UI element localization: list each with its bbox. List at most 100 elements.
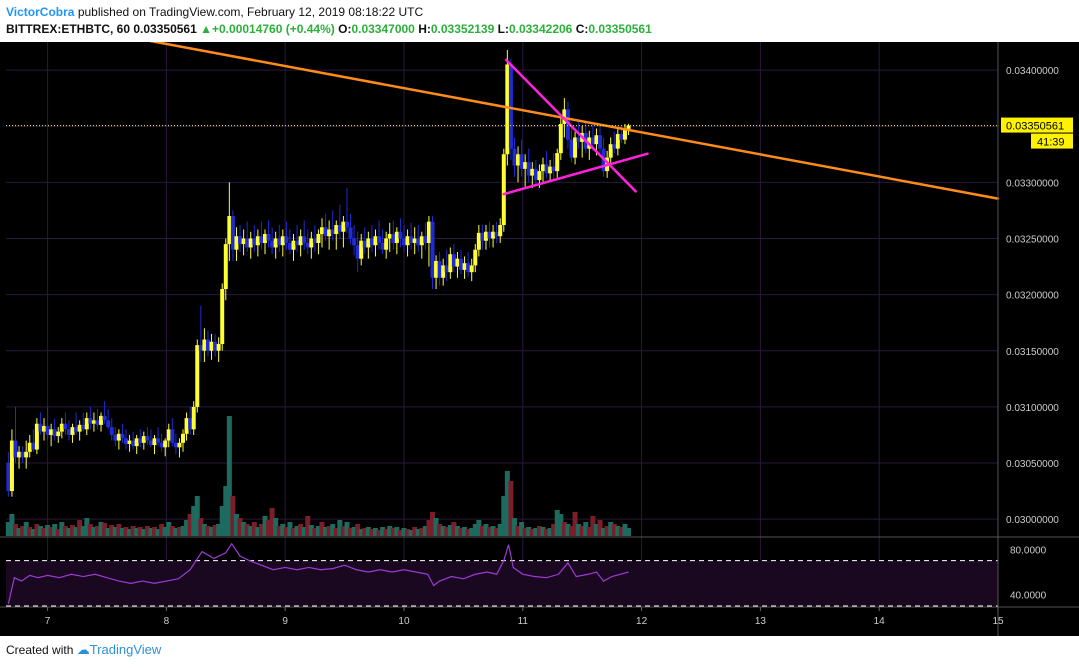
volume-bar	[529, 529, 535, 536]
countdown-value: 41:39	[1037, 137, 1065, 149]
published-text: published on TradingView.com, February 1…	[77, 5, 424, 19]
candle-body	[466, 263, 471, 273]
close-value: 0.03350561	[588, 22, 652, 36]
candle-body	[412, 238, 417, 243]
y-tick-label: 0.03250000	[1006, 234, 1059, 245]
candle-body	[152, 438, 157, 446]
candle-body	[337, 225, 342, 232]
candle-body	[437, 260, 442, 278]
volume-bar	[230, 496, 236, 536]
volume-bar	[248, 526, 254, 536]
candle-body	[63, 423, 68, 430]
volume-bar	[340, 526, 346, 536]
candle-body	[127, 440, 132, 444]
candle-body	[205, 339, 210, 351]
volume-bar	[479, 526, 485, 536]
volume-bar	[70, 525, 76, 536]
volume-bar	[426, 520, 432, 536]
volume-bar	[380, 527, 386, 536]
volume-bar	[444, 527, 450, 536]
volume-bar	[604, 526, 610, 536]
candle-body	[334, 225, 339, 234]
candle-body	[562, 109, 567, 124]
candle-body	[99, 415, 104, 425]
candle-body	[273, 238, 278, 248]
candle-body	[59, 423, 64, 432]
volume-bar	[152, 527, 158, 536]
volume-bar	[273, 518, 279, 536]
volume-bar	[308, 525, 314, 536]
rsi-tick-label: 80.0000	[1010, 545, 1047, 556]
volume-bar	[226, 416, 232, 536]
symbol-label: BITTREX:ETHBTC, 60	[6, 22, 131, 36]
price-change: +0.00014760 (+0.44%)	[212, 22, 335, 36]
candle-body	[394, 231, 399, 243]
y-tick-label: 0.03100000	[1006, 403, 1059, 414]
volume-bar	[576, 524, 582, 536]
candle-body	[116, 433, 121, 441]
candle-body	[455, 258, 460, 267]
volume-bar	[77, 520, 83, 536]
volume-bar	[37, 526, 43, 536]
candle-body	[498, 225, 503, 237]
volume-bar	[558, 514, 564, 536]
volume-bar	[387, 526, 393, 536]
candle-body	[123, 438, 128, 444]
volume-bar	[430, 512, 436, 536]
candle-body	[213, 341, 218, 351]
candle-body	[369, 238, 374, 246]
volume-bar	[137, 527, 143, 536]
x-tick-label: 15	[992, 616, 1004, 627]
candle-body	[277, 238, 282, 246]
volume-bar	[130, 526, 136, 536]
volume-bar	[91, 527, 97, 536]
volume-bar	[344, 522, 350, 536]
candle-body	[173, 442, 178, 448]
volume-bar	[52, 524, 58, 536]
candle-body	[223, 244, 228, 289]
candle-body	[91, 420, 96, 424]
candle-body	[241, 238, 246, 245]
open-label: O:	[338, 22, 352, 36]
volume-bar	[20, 526, 26, 536]
candle-body	[362, 240, 367, 248]
candle-body	[9, 440, 14, 492]
rsi-band	[6, 560, 998, 606]
author-name[interactable]: VictorCobra	[6, 5, 75, 19]
candles	[6, 49, 631, 497]
trendline-triangle-lower	[502, 152, 649, 196]
candle-body	[234, 236, 239, 250]
candle-body	[615, 134, 620, 149]
candle-body	[88, 418, 93, 424]
volume-bar	[504, 471, 510, 536]
price-chart[interactable]: 0.034000000.033500000.033000000.03250000…	[0, 42, 1079, 636]
candle-body	[316, 233, 321, 243]
volume-bar	[447, 525, 453, 536]
volume-bar	[465, 529, 471, 536]
tradingview-logo-icon[interactable]: ☁	[76, 642, 90, 657]
volume-bar	[173, 528, 179, 536]
candle-body	[113, 434, 118, 441]
candle-body	[551, 166, 556, 172]
volume-bar	[337, 520, 343, 536]
volume-bar	[212, 525, 218, 536]
candle-body	[558, 123, 563, 154]
candle-body	[195, 345, 200, 407]
candle-body	[270, 240, 275, 248]
candle-body	[590, 137, 595, 145]
candle-body	[31, 442, 36, 450]
candle-body	[476, 232, 481, 250]
volume-bar	[511, 518, 517, 536]
candle-body	[441, 265, 446, 278]
candle-body	[377, 236, 382, 243]
candle-body	[519, 154, 524, 169]
volume-bar	[554, 510, 560, 536]
volume-bar	[508, 481, 514, 536]
volume-bar	[494, 528, 500, 536]
volume-bar	[397, 530, 403, 536]
candle-body	[405, 236, 410, 246]
candle-body	[52, 429, 57, 437]
candle-body	[227, 216, 232, 245]
tradingview-brand[interactable]: TradingView	[89, 642, 162, 657]
volume-bar	[536, 526, 542, 536]
